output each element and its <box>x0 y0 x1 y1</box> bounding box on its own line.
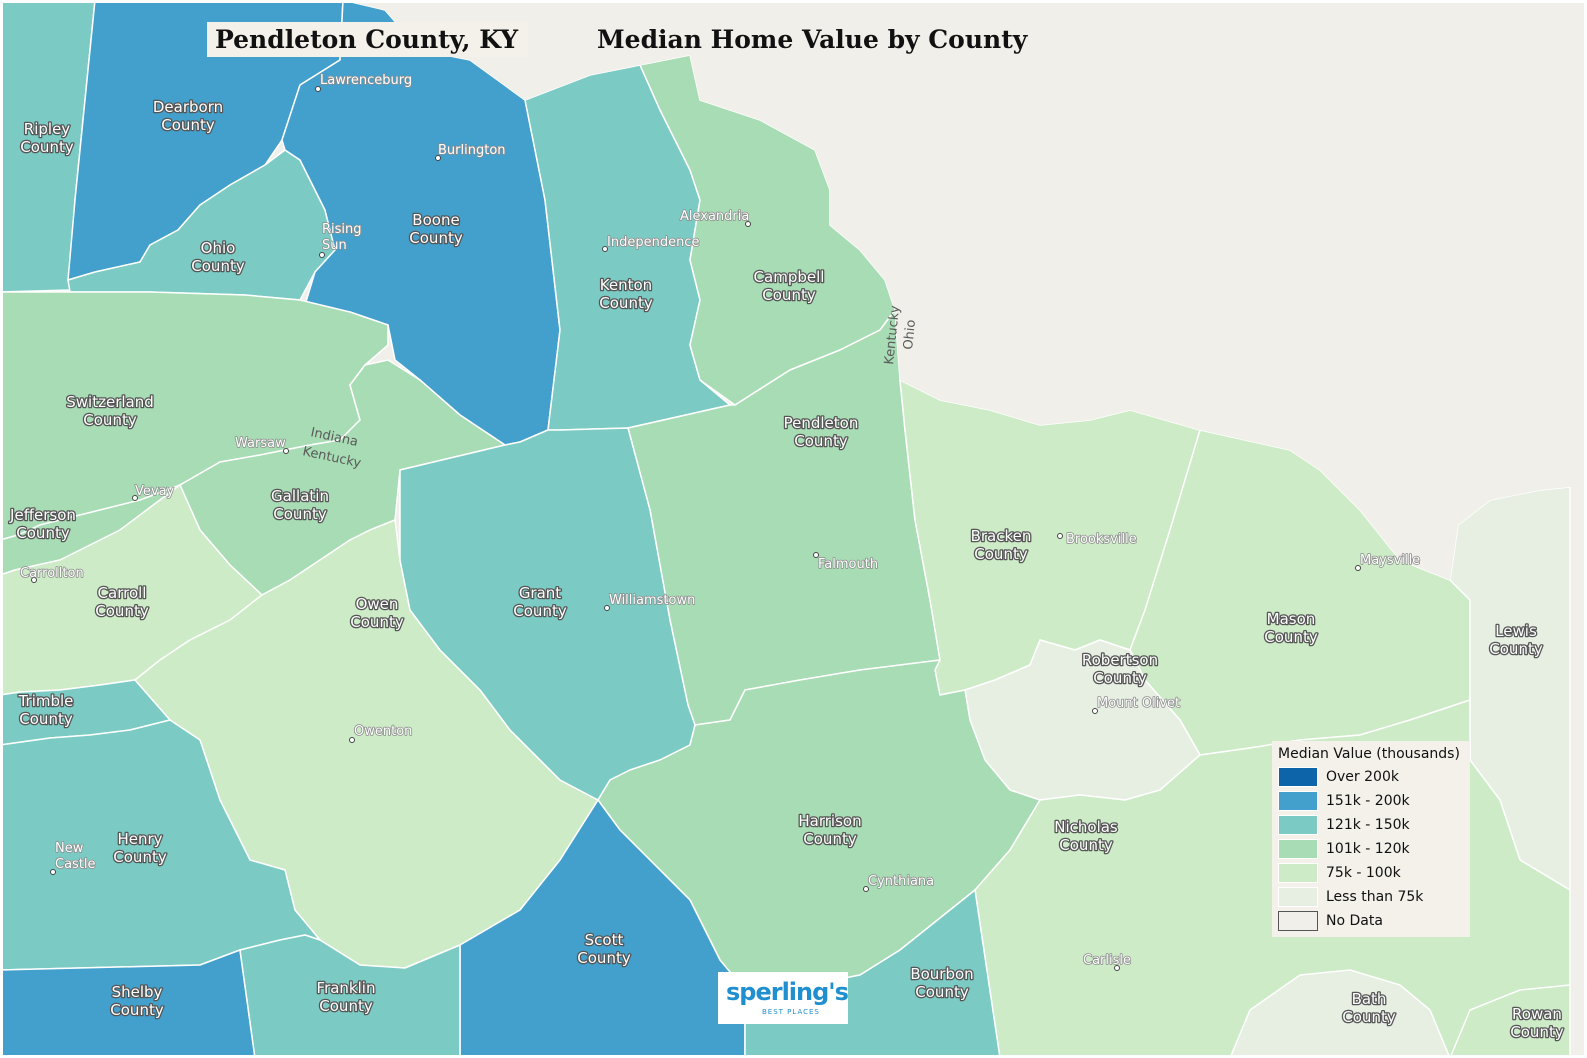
county-label: Switzerland County <box>66 393 154 429</box>
city-label: Independence <box>607 235 699 250</box>
county-region-franklin[interactable] <box>239 934 461 1058</box>
city-label: Mount Olivet <box>1097 696 1180 711</box>
county-label: Trimble County <box>18 692 74 728</box>
ohio-no-data <box>343 0 1587 580</box>
city-marker-icon <box>813 552 819 558</box>
county-label: Ripley County <box>20 120 74 156</box>
city-marker-icon <box>132 495 138 501</box>
city-marker-icon <box>1114 965 1120 971</box>
city-label: Williamstown <box>609 593 695 608</box>
legend-swatch <box>1278 863 1318 883</box>
city-label: Falmouth <box>818 557 878 572</box>
county-label: Robertson County <box>1082 651 1158 687</box>
county-label: Carroll County <box>95 584 149 620</box>
county-label: Bourbon County <box>910 965 973 1001</box>
county-label: Owen County <box>350 595 404 631</box>
legend-swatch <box>1278 887 1318 907</box>
county-label: Kenton County <box>599 276 653 312</box>
city-marker-icon <box>435 155 441 161</box>
map-subtitle: Median Home Value by County <box>597 25 1028 54</box>
city-marker-icon <box>31 577 37 583</box>
logo-tagline: BEST PLACES <box>762 1008 820 1016</box>
city-label: Carrollton <box>20 566 84 581</box>
legend-label: 75k - 100k <box>1326 865 1401 881</box>
county-label: Pendleton County <box>784 414 859 450</box>
city-marker-icon <box>602 246 608 252</box>
county-label: Harrison County <box>798 812 861 848</box>
county-label: Campbell County <box>754 268 825 304</box>
city-marker-icon <box>349 737 355 743</box>
city-marker-icon <box>863 886 869 892</box>
legend-label: 101k - 120k <box>1326 841 1410 857</box>
county-label: Gallatin County <box>271 487 329 523</box>
legend: Median Value (thousands) Over 200k 151k … <box>1272 741 1470 937</box>
county-label: Bath County <box>1342 990 1396 1026</box>
city-marker-icon <box>1057 533 1063 539</box>
county-label: Jefferson County <box>9 506 76 542</box>
map-title: Pendleton County, KY <box>207 22 529 57</box>
city-label: Carlisle <box>1083 953 1131 968</box>
city-label: Rising Sun <box>322 222 362 253</box>
city-marker-icon <box>604 605 610 611</box>
state-label-ohio: Ohio <box>901 319 919 350</box>
city-marker-icon <box>745 221 751 227</box>
county-region-bath[interactable] <box>1229 969 1451 1058</box>
county-label: Grant County <box>513 584 567 620</box>
legend-swatch <box>1278 815 1318 835</box>
city-marker-icon <box>315 86 321 92</box>
city-label: Maysville <box>1360 553 1420 568</box>
legend-label: 151k - 200k <box>1326 793 1410 809</box>
legend-label: Less than 75k <box>1326 889 1424 905</box>
legend-title: Median Value (thousands) <box>1278 746 1460 762</box>
city-label: Lawrenceburg <box>320 73 412 88</box>
sperlings-logo[interactable]: sperling's BEST PLACES <box>718 972 849 1024</box>
county-label: Lewis County <box>1489 622 1543 658</box>
city-label: Brooksville <box>1066 532 1137 547</box>
county-label: Boone County <box>409 211 463 247</box>
city-marker-icon <box>319 252 325 258</box>
county-label: Scott County <box>577 931 631 967</box>
county-label: Ohio County <box>191 239 245 275</box>
county-label: Bracken County <box>971 527 1032 563</box>
county-label: Shelby County <box>110 983 164 1019</box>
city-label: New Castle <box>55 841 96 872</box>
county-label: Mason County <box>1264 610 1318 646</box>
city-marker-icon <box>1092 708 1098 714</box>
county-region-rowan[interactable] <box>1449 984 1571 1058</box>
city-label: Warsaw <box>235 436 286 451</box>
county-labels: Ripley County Dearborn County Ohio County Boon… <box>8 97 1565 1043</box>
city-label: Cynthiana <box>868 874 934 889</box>
city-label: Vevay <box>135 484 175 499</box>
county-label: Rowan County <box>1510 1005 1564 1041</box>
legend-swatch <box>1278 911 1318 931</box>
city-label: Burlington <box>438 143 506 158</box>
legend-label: No Data <box>1326 913 1383 929</box>
legend-swatch <box>1278 791 1318 811</box>
city-marker-icon <box>1355 565 1361 571</box>
logo-brand: sperling's <box>726 978 849 1006</box>
city-markers: Lawrenceburg Burlington Rising Sun Alexandri… <box>19 72 1421 971</box>
city-label: Owenton <box>354 724 412 739</box>
city-marker-icon <box>50 869 56 875</box>
legend-swatch <box>1278 839 1318 859</box>
county-label: Henry County <box>113 830 167 866</box>
county-label: Dearborn County <box>153 98 223 134</box>
legend-label: 121k - 150k <box>1326 817 1410 833</box>
city-marker-icon <box>283 448 289 454</box>
legend-label: Over 200k <box>1326 769 1399 785</box>
state-label-kentucky-east: Kentucky <box>882 305 903 366</box>
legend-swatch <box>1278 767 1318 787</box>
county-label: Nicholas County <box>1054 818 1118 854</box>
city-label: Alexandria <box>680 209 749 224</box>
county-label: Franklin County <box>317 979 376 1015</box>
